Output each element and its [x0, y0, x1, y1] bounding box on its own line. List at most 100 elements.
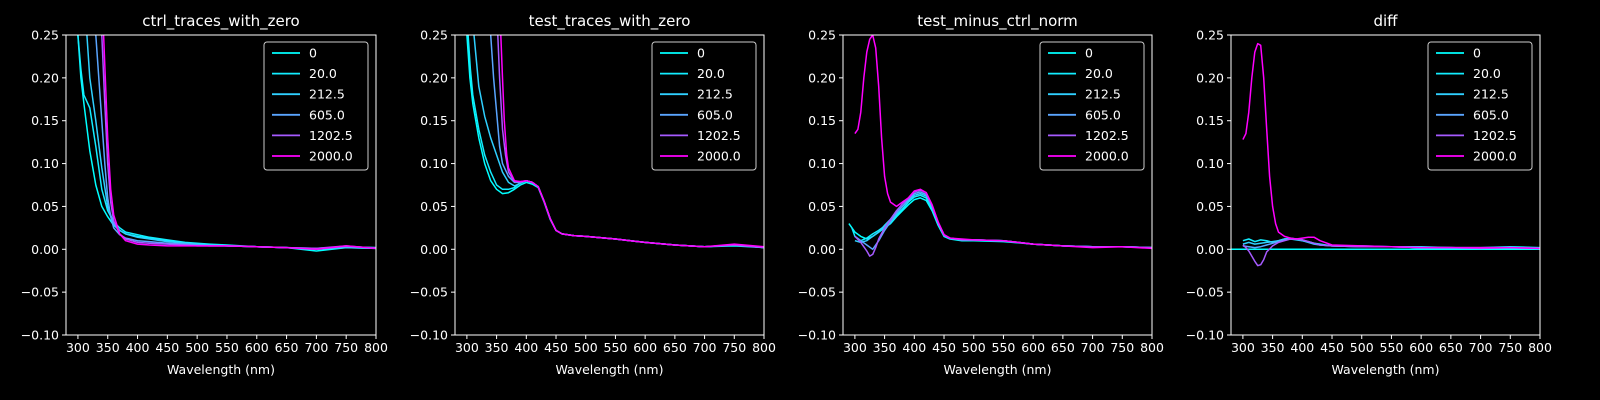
x-tick-label: 450 — [1320, 340, 1344, 355]
x-tick-label: 550 — [215, 340, 239, 355]
y-tick-label: 0.25 — [31, 28, 59, 43]
y-tick-label: 0.20 — [1196, 70, 1224, 85]
x-axis-label: Wavelength (nm) — [556, 362, 664, 377]
legend-label: 1202.5 — [1085, 128, 1129, 143]
y-tick-label: 0.05 — [31, 199, 59, 214]
legend-label: 20.0 — [1473, 66, 1501, 81]
x-tick-label: 700 — [1081, 340, 1105, 355]
x-tick-label: 800 — [1140, 340, 1164, 355]
x-tick-label: 300 — [455, 340, 479, 355]
legend-label: 605.0 — [309, 107, 345, 122]
legend-label: 2000.0 — [697, 149, 741, 164]
y-tick-label: 0.05 — [420, 199, 448, 214]
series-line-2000-0 — [500, 35, 764, 248]
y-tick-label: 0.20 — [420, 70, 448, 85]
x-tick-label: 500 — [185, 340, 209, 355]
series-line-2000-0 — [854, 35, 1152, 250]
y-tick-label: 0.15 — [808, 113, 836, 128]
y-tick-label: −0.05 — [410, 285, 448, 300]
legend-label: 0 — [1473, 46, 1481, 61]
legend-label: 212.5 — [309, 87, 345, 102]
axes-frame — [842, 34, 1153, 336]
y-tick-label: −0.10 — [410, 328, 448, 343]
legend-label: 0 — [697, 46, 705, 61]
x-tick-label: 350 — [96, 340, 120, 355]
x-tick-label: 650 — [1051, 340, 1075, 355]
legend-label: 2000.0 — [309, 149, 353, 164]
y-tick-label: 0.25 — [1196, 28, 1224, 43]
legend-label: 2000.0 — [1473, 149, 1517, 164]
x-tick-label: 400 — [1290, 340, 1314, 355]
x-tick-label: 450 — [544, 340, 568, 355]
legend-label: 212.5 — [1085, 87, 1121, 102]
x-tick-label: 750 — [334, 340, 358, 355]
y-tick-label: −0.10 — [798, 328, 836, 343]
y-tick-label: 0.10 — [808, 156, 836, 171]
x-tick-label: 550 — [1380, 340, 1404, 355]
chart-title: test_minus_ctrl_norm — [917, 12, 1078, 31]
x-tick-label: 650 — [663, 340, 687, 355]
y-tick-label: 0.00 — [808, 242, 836, 257]
chart-panel-1: ctrl_traces_with_zero 300 350 400 450 500 550 6… — [21, 12, 388, 377]
y-tick-label: −0.05 — [21, 285, 59, 300]
series-group — [848, 35, 1152, 257]
axes-frame — [1230, 34, 1541, 336]
x-tick-label: 650 — [1439, 340, 1463, 355]
x-axis-label: Wavelength (nm) — [944, 362, 1052, 377]
y-tick-label: 0.15 — [31, 113, 59, 128]
x-tick-label: 450 — [155, 340, 179, 355]
x-tick-label: 300 — [843, 340, 867, 355]
x-tick-label: 600 — [245, 340, 269, 355]
x-tick-label: 400 — [902, 340, 926, 355]
x-tick-label: 650 — [275, 340, 299, 355]
y-tick-label: 0.15 — [420, 113, 448, 128]
series-group — [1231, 42, 1540, 267]
x-tick-label: 750 — [722, 340, 746, 355]
legend-label: 1202.5 — [1473, 128, 1517, 143]
y-tick-label: 0.00 — [1196, 242, 1224, 257]
y-tick-label: 0.00 — [31, 242, 59, 257]
legend-label: 20.0 — [309, 66, 337, 81]
x-tick-label: 600 — [633, 340, 657, 355]
chart-panel-4: diff 300 350 400 450 500 550 600 650 700 750 800 −0.… — [1186, 12, 1552, 377]
x-tick-label: 550 — [992, 340, 1016, 355]
x-tick-label: 750 — [1110, 340, 1134, 355]
legend-label: 605.0 — [1473, 107, 1509, 122]
y-tick-label: 0.10 — [1196, 156, 1224, 171]
legend: 0 20.0 212.5 605.0 1202.5 2000.0 — [263, 41, 369, 171]
legend-label: 212.5 — [1473, 87, 1509, 102]
chart-title: diff — [1373, 12, 1398, 30]
legend: 0 20.0 212.5 605.0 1202.5 2000.0 — [1427, 41, 1533, 171]
y-tick-label: −0.05 — [1186, 285, 1224, 300]
x-tick-label: 700 — [693, 340, 717, 355]
chart-panel-2: test_traces_with_zero 300 350 400 450 500 550 6… — [410, 12, 776, 377]
y-tick-label: −0.10 — [21, 328, 59, 343]
x-tick-label: 350 — [485, 340, 509, 355]
x-axis-label: Wavelength (nm) — [167, 362, 275, 377]
legend-label: 20.0 — [697, 66, 725, 81]
chart-title: ctrl_traces_with_zero — [142, 12, 299, 31]
legend: 0 20.0 212.5 605.0 1202.5 2000.0 — [1039, 41, 1145, 171]
series-group — [77, 35, 376, 252]
x-tick-label: 600 — [1409, 340, 1433, 355]
legend-label: 605.0 — [1085, 107, 1121, 122]
y-tick-label: 0.05 — [808, 199, 836, 214]
axes-frame — [65, 34, 377, 336]
y-tick-label: 0.20 — [808, 70, 836, 85]
series-line-2000-0 — [102, 35, 376, 251]
x-tick-label: 400 — [126, 340, 150, 355]
x-axis-label: Wavelength (nm) — [1332, 362, 1440, 377]
x-tick-label: 550 — [604, 340, 628, 355]
x-tick-label: 700 — [304, 340, 328, 355]
y-tick-label: 0.25 — [808, 28, 836, 43]
x-tick-label: 750 — [1498, 340, 1522, 355]
x-tick-label: 350 — [1261, 340, 1285, 355]
legend-label: 20.0 — [1085, 66, 1113, 81]
x-tick-label: 400 — [514, 340, 538, 355]
y-tick-label: 0.20 — [31, 70, 59, 85]
legend-label: 605.0 — [697, 107, 733, 122]
x-tick-label: 800 — [364, 340, 388, 355]
legend-label: 2000.0 — [1085, 149, 1129, 164]
x-tick-label: 600 — [1021, 340, 1045, 355]
